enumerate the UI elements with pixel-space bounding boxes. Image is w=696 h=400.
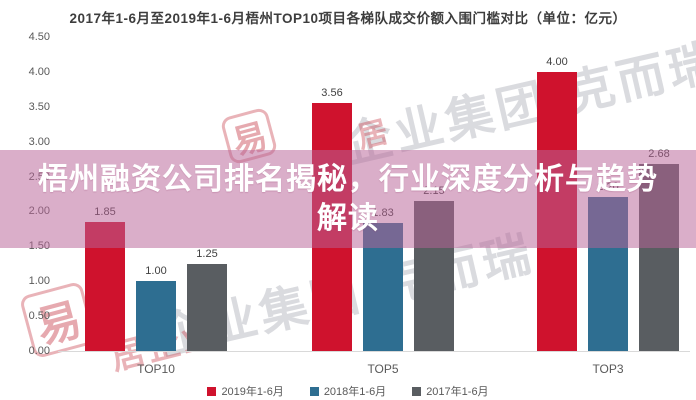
x-axis-baseline	[58, 351, 690, 352]
legend-label: 2018年1-6月	[323, 386, 387, 398]
y-tick-0.50: 0.50	[28, 310, 50, 323]
y-tick-3.50: 3.50	[28, 100, 50, 113]
legend-swatch-icon	[412, 386, 422, 396]
bar-2018年1-6月-TOP10	[136, 281, 176, 351]
headline-line-2: 解读	[317, 202, 379, 235]
y-tick-3.00: 3.00	[28, 135, 50, 148]
y-tick-0.00: 0.00	[28, 345, 50, 357]
chart-title: 2017年1-6月至2019年1-6月梧州TOP10项目各梯队成交价额入围门槛对…	[69, 11, 627, 26]
x-category-TOP5: TOP5	[367, 362, 399, 376]
bar-value-label: 1.00	[145, 265, 167, 278]
legend-item-2017年1-6月: 2017年1-6月	[412, 383, 489, 399]
bar-2017年1-6月-TOP10	[187, 263, 227, 351]
legend-swatch-icon	[207, 386, 217, 396]
legend-label: 2017年1-6月	[426, 386, 489, 398]
bar-value-label: 4.00	[546, 55, 568, 68]
bar-value-label: 3.56	[321, 86, 343, 99]
legend-item-2019年1-6月: 2019年1-6月	[207, 383, 284, 399]
headline-overlay-banner: 梧州融资公司排名揭秘，行业深度分析与趋势 解读	[0, 150, 696, 248]
y-tick-4.00: 4.00	[28, 65, 50, 78]
chart-legend: 2019年1-6月 2018年1-6月 2017年1-6月	[0, 383, 696, 399]
y-tick-4.50: 4.50	[28, 31, 50, 43]
legend-swatch-icon	[309, 386, 319, 396]
legend-item-2018年1-6月: 2018年1-6月	[309, 383, 387, 399]
bar-value-label: 1.25	[196, 247, 218, 260]
x-category-TOP3: TOP3	[592, 362, 624, 376]
legend-label: 2019年1-6月	[221, 386, 284, 398]
y-tick-1.00: 1.00	[28, 275, 50, 288]
x-category-TOP10: TOP10	[137, 362, 175, 376]
headline-line-1: 梧州融资公司排名揭秘，行业深度分析与趋势	[38, 163, 658, 196]
